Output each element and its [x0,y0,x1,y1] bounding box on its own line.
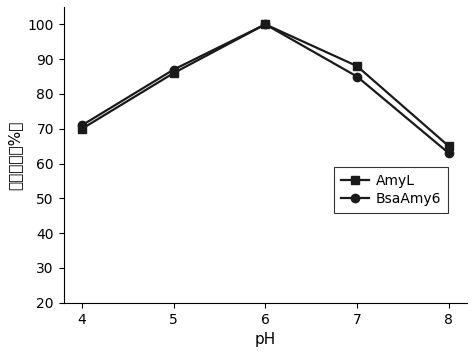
AmyL [79,127,85,131]
Line: BsaAmy6: BsaAmy6 [78,20,453,157]
Y-axis label: 相对酶活（%）: 相对酶活（%） [7,120,22,189]
BsaAmy6 [79,123,85,127]
AmyL [171,71,176,75]
AmyL [446,144,452,148]
BsaAmy6 [446,151,452,155]
AmyL [354,64,360,68]
X-axis label: pH: pH [255,332,276,347]
Legend: AmyL, BsaAmy6: AmyL, BsaAmy6 [334,167,448,213]
BsaAmy6 [354,74,360,79]
Line: AmyL: AmyL [78,20,453,150]
BsaAmy6 [263,22,268,27]
AmyL [263,22,268,27]
BsaAmy6 [171,68,176,72]
